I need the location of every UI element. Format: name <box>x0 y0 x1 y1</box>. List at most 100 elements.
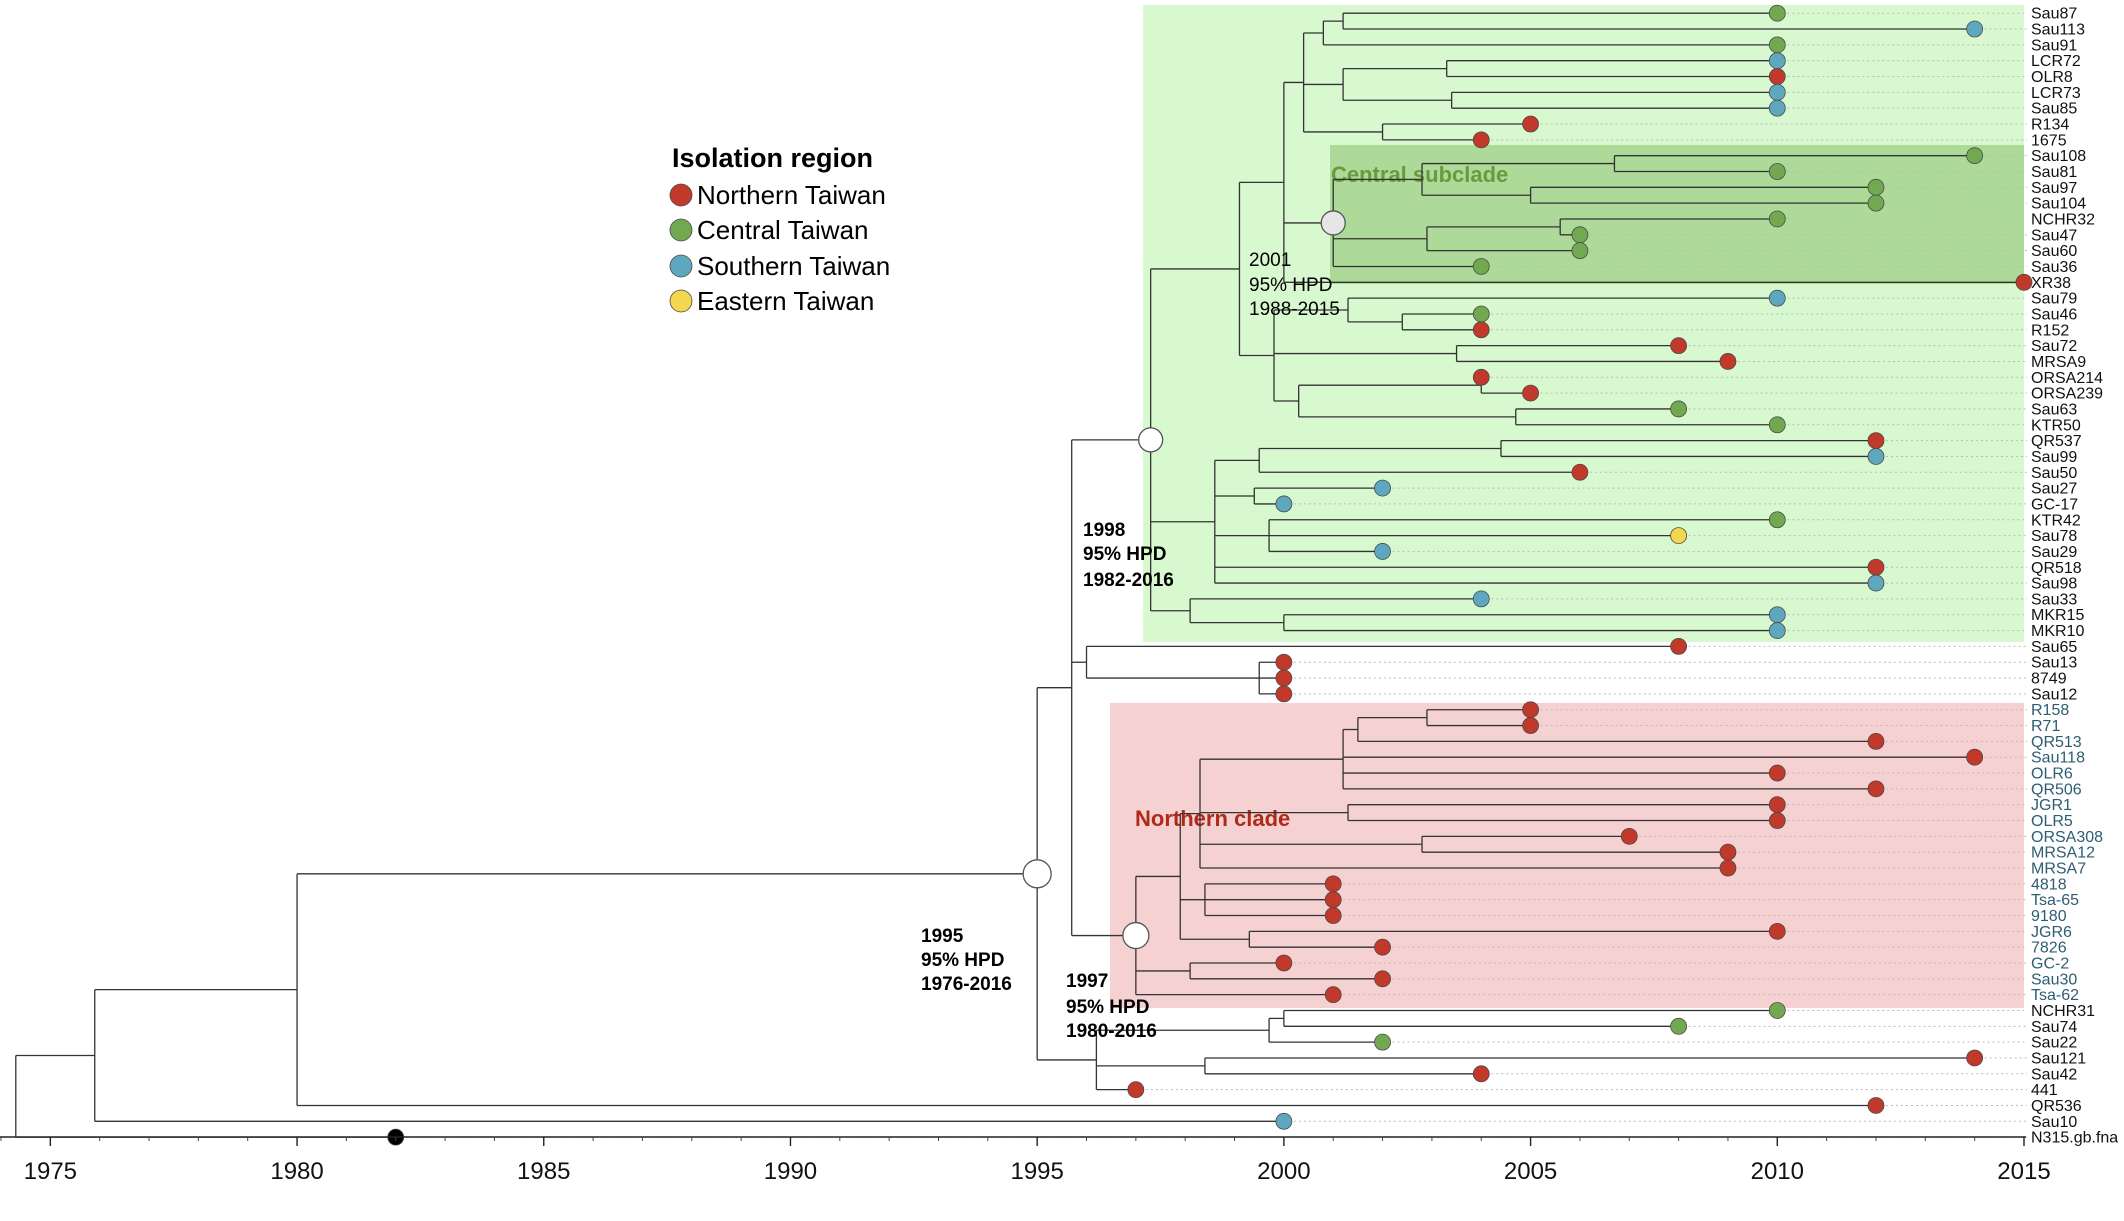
tip-label: Sau87 <box>2031 6 2077 23</box>
tip-label: Sau50 <box>2031 465 2077 482</box>
tip-dot-sau97 <box>1867 178 1885 196</box>
tip-label: N315.gb.fna <box>2031 1130 2118 1147</box>
tip-dot-olr8 <box>1768 68 1786 85</box>
node-circle-1998 <box>1138 427 1164 453</box>
node-annotation-1998: 1998 95% HPD 1982-2016 <box>1083 520 1174 591</box>
tip-markers <box>387 4 2033 1146</box>
legend-marker-eastern <box>669 289 693 313</box>
tip-label: QR506 <box>2031 781 2082 798</box>
tip-label: MKR10 <box>2031 623 2084 640</box>
tip-dot-qr506 <box>1867 780 1885 798</box>
tip-dot-gc-2 <box>1275 954 1293 972</box>
axis-tick-label: 1975 <box>24 1158 77 1185</box>
tip-label: Sau42 <box>2031 1066 2077 1083</box>
tip-dot-orsa308 <box>1620 827 1638 845</box>
tip-dot-olr6 <box>1768 764 1786 782</box>
tip-label: Sau47 <box>2031 227 2077 244</box>
tip-label: Sau27 <box>2031 481 2077 498</box>
axis-tick-label: 1990 <box>764 1158 817 1185</box>
tip-dot-sau78 <box>1670 527 1688 544</box>
legend: Isolation region Northern Taiwan Central… <box>669 143 890 316</box>
node-2001-hpd-label: 95% HPD <box>1249 275 1332 296</box>
tip-label: Sau121 <box>2031 1050 2086 1067</box>
tip-dot-sau10 <box>1275 1112 1293 1130</box>
tip-label: MRSA7 <box>2031 861 2086 878</box>
central-subclade-label: Central subclade <box>1331 162 1508 187</box>
tip-dot-orsa214 <box>1472 368 1490 386</box>
tip-dot-sau104 <box>1867 194 1885 212</box>
northern-clade-label: Northern clade <box>1135 806 1290 831</box>
axis-tick-label: 2000 <box>1257 1158 1310 1185</box>
tip-label: Sau29 <box>2031 544 2077 561</box>
legend-label-central: Central Taiwan <box>697 215 869 245</box>
tree-branches <box>15 12 2024 1138</box>
tip-dot-mkr15 <box>1768 606 1786 624</box>
axis-tick-label: 2015 <box>1997 1158 2050 1185</box>
tip-label: GC-2 <box>2031 956 2069 973</box>
tip-label: Sau91 <box>2031 37 2077 54</box>
tip-label: Sau81 <box>2031 164 2077 181</box>
tip-dot-ktr42 <box>1768 511 1786 529</box>
node-1998-hpd-range: 1982-2016 <box>1083 570 1174 591</box>
tip-dot-r152 <box>1472 321 1490 339</box>
green-clade-box <box>1143 5 2024 642</box>
tip-label: Sau13 <box>2031 655 2077 672</box>
tip-dot-olr5 <box>1768 812 1786 829</box>
tip-dot-qr513 <box>1867 732 1885 750</box>
axis-tick-label: 2005 <box>1504 1158 1557 1185</box>
tip-label: ORSA308 <box>2031 829 2103 846</box>
tip-dot-9180 <box>1324 907 1342 924</box>
tip-dot-sau121 <box>1966 1049 1984 1067</box>
tip-label: KTR50 <box>2031 417 2081 434</box>
legend-label-northern: Northern Taiwan <box>697 180 886 210</box>
tip-label: 4818 <box>2031 876 2067 893</box>
tip-label: Tsa-62 <box>2031 987 2079 1004</box>
tip-dot-mrsa7 <box>1719 859 1737 877</box>
tip-dot-jgr6 <box>1768 922 1786 940</box>
tip-label: ORSA239 <box>2031 386 2103 403</box>
tip-dot-sau27 <box>1374 479 1391 497</box>
tip-dot-sau22 <box>1374 1033 1391 1051</box>
tip-dot-qr536 <box>1867 1097 1885 1114</box>
node-annotation-2001: 2001 95% HPD 1988-2015 <box>1249 250 1340 320</box>
tip-dot-mrsa9 <box>1719 353 1737 370</box>
tip-label: OLR8 <box>2031 69 2073 86</box>
axis-tick-label: 2010 <box>1751 1158 1804 1185</box>
tip-dot-tsa-65 <box>1324 891 1342 909</box>
tip-label: 9180 <box>2031 908 2067 925</box>
tip-dot-4818 <box>1324 875 1342 893</box>
tip-dot-r158 <box>1522 701 1539 719</box>
node-circle-1995 <box>1022 859 1052 889</box>
tip-dot-sau12 <box>1275 685 1293 703</box>
tip-label: Sau22 <box>2031 1035 2077 1052</box>
tip-label: JGR1 <box>2031 797 2072 814</box>
tip-dot-mkr10 <box>1768 622 1786 639</box>
tip-label: Sau10 <box>2031 1114 2077 1131</box>
northern-clade-box <box>1110 703 2024 1008</box>
tip-dot-sau13 <box>1275 653 1293 671</box>
tip-dot-lcr72 <box>1768 52 1786 70</box>
node-1995-hpd-label: 95% HPD <box>921 950 1004 971</box>
tip-label: XR38 <box>2031 275 2071 292</box>
tip-label: R152 <box>2031 322 2069 339</box>
tip-label: Sau74 <box>2031 1019 2077 1036</box>
tip-dot-qr518 <box>1867 558 1885 576</box>
tip-label: Sau63 <box>2031 401 2077 418</box>
tip-dot-nchr32 <box>1768 210 1786 228</box>
tip-dot-sau98 <box>1867 574 1885 592</box>
tip-label: OLR5 <box>2031 813 2073 830</box>
tip-label: Sau60 <box>2031 243 2077 260</box>
tip-label: Sau30 <box>2031 971 2077 988</box>
tip-label: Sau78 <box>2031 528 2077 545</box>
tip-dot-sau42 <box>1472 1065 1490 1083</box>
legend-marker-northern <box>669 183 693 207</box>
tip-dot-8749 <box>1275 669 1293 687</box>
tip-dot-sau99 <box>1867 448 1885 465</box>
tip-dot-sau108 <box>1966 147 1984 165</box>
tip-label: JGR6 <box>2031 924 2072 941</box>
tip-dot-orsa239 <box>1522 384 1539 402</box>
tip-label: R158 <box>2031 702 2069 719</box>
tip-dot-sau85 <box>1768 99 1786 117</box>
tip-dot-tsa-62 <box>1324 986 1342 1004</box>
tip-dot-sau36 <box>1472 258 1490 275</box>
